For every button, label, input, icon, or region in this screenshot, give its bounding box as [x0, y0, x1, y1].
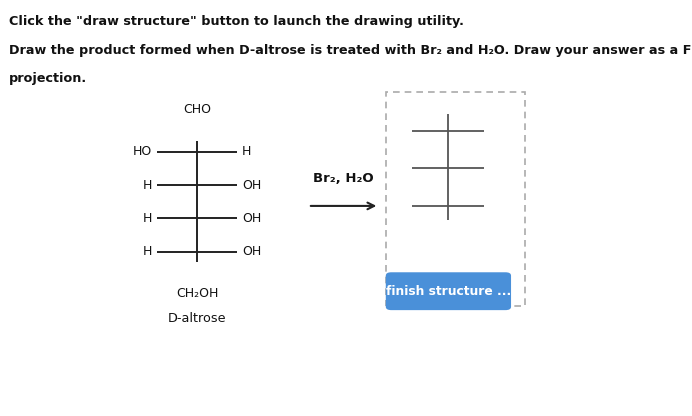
Text: HO: HO — [133, 145, 152, 158]
Text: H: H — [143, 178, 152, 192]
FancyBboxPatch shape — [386, 272, 511, 310]
Text: Br₂, H₂O: Br₂, H₂O — [313, 172, 374, 185]
Text: H: H — [242, 145, 252, 158]
Text: CH₂OH: CH₂OH — [176, 287, 219, 300]
Bar — [386, 92, 525, 306]
Text: D-altrose: D-altrose — [168, 312, 226, 325]
Text: OH: OH — [242, 212, 262, 225]
Text: Draw the product formed when D-altrose is treated with Br₂ and H₂O. Draw your an: Draw the product formed when D-altrose i… — [9, 44, 692, 57]
Text: H: H — [143, 245, 152, 258]
Text: CHO: CHO — [183, 104, 211, 116]
Text: OH: OH — [242, 178, 262, 192]
Text: OH: OH — [242, 245, 262, 258]
Text: H: H — [143, 212, 152, 225]
Text: projection.: projection. — [9, 72, 87, 84]
Text: finish structure ...: finish structure ... — [386, 285, 511, 298]
Text: Click the "draw structure" button to launch the drawing utility.: Click the "draw structure" button to lau… — [9, 15, 464, 27]
